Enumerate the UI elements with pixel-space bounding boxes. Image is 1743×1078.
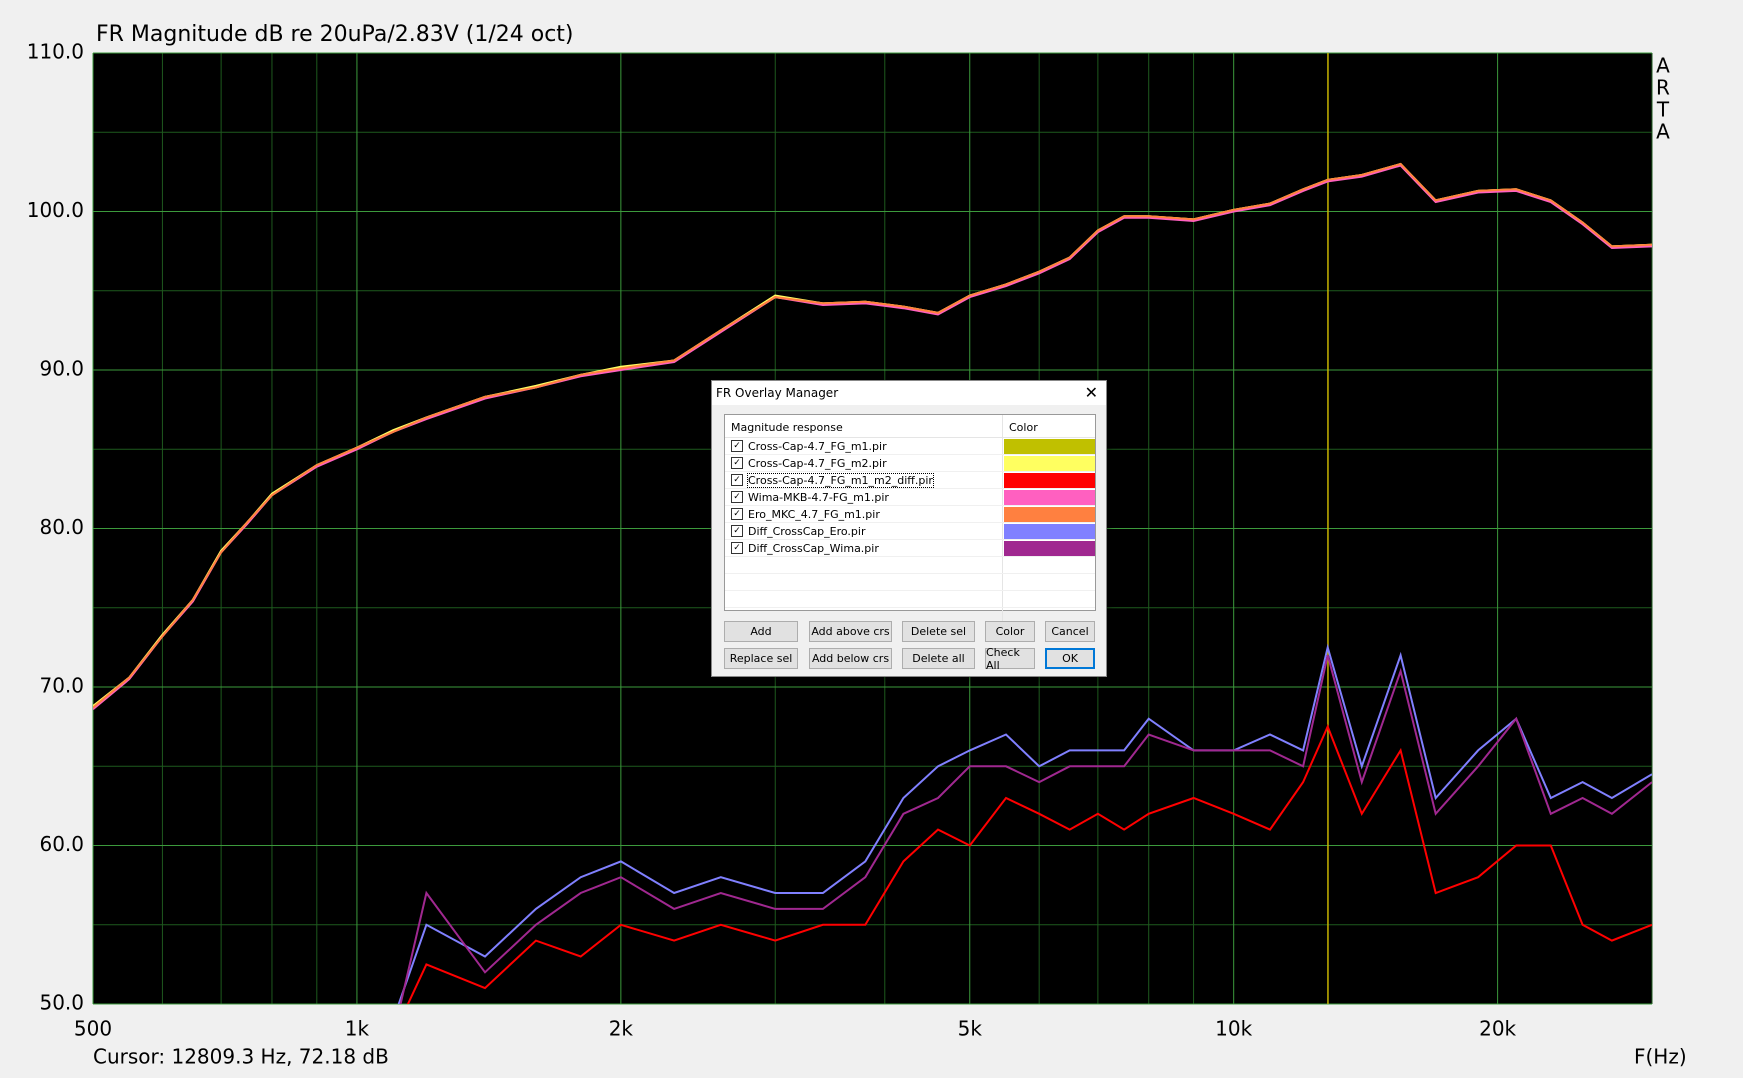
row-name-cell: ✓ Cross-Cap-4.7_FG_m2.pir: [725, 455, 1003, 471]
series-line: [397, 643, 1652, 1004]
button[interactable]: Delete all: [902, 648, 975, 669]
chart-title: FR Magnitude dB re 20uPa/2.83V (1/24 oct…: [96, 22, 574, 47]
dialog: FR Overlay Manager ✕ Magnitude response Co…: [711, 380, 1107, 677]
empty-row: [725, 591, 1095, 608]
button[interactable]: Add above crs: [809, 621, 892, 642]
dialog-titlebar: FR Overlay Manager ✕: [712, 381, 1106, 405]
button[interactable]: Replace sel: [724, 648, 798, 669]
lines: [93, 53, 1652, 1004]
x-tick-label: 20k: [1479, 1017, 1516, 1041]
series-name: Wima-MKB-4.7-FG_m1.pir: [748, 490, 889, 504]
row-name-cell: ✓ Cross-Cap-4.7_FG_m1.pir: [725, 438, 1003, 454]
color-swatch: [1004, 523, 1095, 539]
checkbox[interactable]: ✓: [731, 525, 743, 537]
list-row[interactable]: ✓ Diff_CrossCap_Ero.pir: [725, 523, 1095, 540]
column-header: Color: [1009, 421, 1038, 434]
button[interactable]: OK: [1045, 648, 1095, 669]
x-axis-label: F(Hz): [1634, 1045, 1687, 1069]
series-name: Diff_CrossCap_Ero.pir: [748, 524, 866, 538]
y-tick-label: 100.0: [27, 198, 84, 222]
list-row[interactable]: ✓ Cross-Cap-4.7_FG_m2.pir: [725, 455, 1095, 472]
series-name: Cross-Cap-4.7_FG_m1.pir: [748, 439, 887, 453]
row-name-cell: [725, 574, 1003, 590]
button[interactable]: Delete sel: [902, 621, 975, 642]
list-rows: ✓ Cross-Cap-4.7_FG_m1.pir ✓ Cross-Cap-4.7_F…: [725, 438, 1095, 625]
empty-row: [725, 557, 1095, 574]
color-swatch: [1004, 455, 1095, 471]
x-tick-label: 5k: [958, 1017, 983, 1041]
y-tick-label: 70.0: [39, 674, 84, 698]
watermark-letter: R: [1656, 76, 1670, 100]
x-tick-label: 10k: [1215, 1017, 1252, 1041]
row-name-cell: ✓ Wima-MKB-4.7-FG_m1.pir: [725, 489, 1003, 505]
row-name-cell: [725, 608, 1003, 624]
series-line: [93, 162, 1652, 709]
close-button[interactable]: ✕: [1084, 383, 1098, 402]
row-name-cell: ✓ Cross-Cap-4.7_FG_m1_m2_diff.pir: [725, 472, 1003, 488]
series-line: [406, 724, 1652, 1004]
empty-row: [725, 574, 1095, 591]
x-tick-label: 1k: [345, 1017, 370, 1041]
color-swatch: [1004, 506, 1095, 522]
row-name-cell: [725, 557, 1003, 573]
checkbox[interactable]: ✓: [731, 474, 743, 486]
list-header: Magnitude response Color: [725, 415, 1095, 438]
checkbox[interactable]: ✓: [731, 440, 743, 452]
cursor-readout: Cursor: 12809.3 Hz, 72.18 dB: [93, 1045, 389, 1069]
checkbox[interactable]: ✓: [731, 491, 743, 503]
watermark-letter: A: [1656, 54, 1670, 78]
series-line: [93, 164, 1652, 710]
color-swatch: [1004, 540, 1095, 556]
dialog-title: FR Overlay Manager: [716, 386, 839, 400]
column-header: Magnitude response: [725, 415, 1003, 437]
y-tick-label: 80.0: [39, 515, 84, 539]
watermark-letter: A: [1656, 120, 1670, 144]
y-tick-label: 50.0: [39, 991, 84, 1015]
button[interactable]: Add below crs: [809, 648, 892, 669]
button[interactable]: Color: [985, 621, 1035, 642]
series-name: Cross-Cap-4.7_FG_m1_m2_diff.pir: [747, 472, 934, 488]
list-row[interactable]: ✓ Cross-Cap-4.7_FG_m1.pir: [725, 438, 1095, 455]
list-row[interactable]: ✓ Ero_MKC_4.7_FG_m1.pir: [725, 506, 1095, 523]
row-name-cell: [725, 591, 1003, 607]
list-row[interactable]: ✓ Diff_CrossCap_Wima.pir: [725, 540, 1095, 557]
color-swatch: [1004, 472, 1095, 488]
color-swatch: [1004, 489, 1095, 505]
list-row[interactable]: ✓ Wima-MKB-4.7-FG_m1.pir: [725, 489, 1095, 506]
row-name-cell: ✓ Diff_CrossCap_Wima.pir: [725, 540, 1003, 556]
overlay-list: Magnitude response Color ✓ Cross-Cap-4.7_F…: [724, 414, 1096, 625]
x-tick-label: 500: [74, 1017, 112, 1041]
series-name: Ero_MKC_4.7_FG_m1.pir: [748, 507, 880, 521]
color-swatch: [1004, 438, 1095, 454]
row-name-cell: ✓ Diff_CrossCap_Ero.pir: [725, 523, 1003, 539]
checkbox[interactable]: ✓: [731, 508, 743, 520]
x-tick-label: 2k: [609, 1017, 634, 1041]
y-tick-label: 90.0: [39, 357, 84, 381]
y-tick-label: 110.0: [27, 40, 84, 64]
row-name-cell: ✓ Ero_MKC_4.7_FG_m1.pir: [725, 506, 1003, 522]
button[interactable]: Cancel: [1045, 621, 1095, 642]
checkbox[interactable]: ✓: [731, 457, 743, 469]
series-name: Diff_CrossCap_Wima.pir: [748, 541, 879, 555]
y-tick-label: 60.0: [39, 832, 84, 856]
list-row[interactable]: ✓ Cross-Cap-4.7_FG_m1_m2_diff.pir: [725, 472, 1095, 489]
series-name: Cross-Cap-4.7_FG_m2.pir: [748, 456, 887, 470]
button[interactable]: Check All: [985, 646, 1035, 672]
button[interactable]: Add: [724, 621, 798, 642]
series-line: [399, 655, 1652, 1004]
checkbox[interactable]: ✓: [731, 542, 743, 554]
watermark-letter: T: [1656, 98, 1670, 122]
